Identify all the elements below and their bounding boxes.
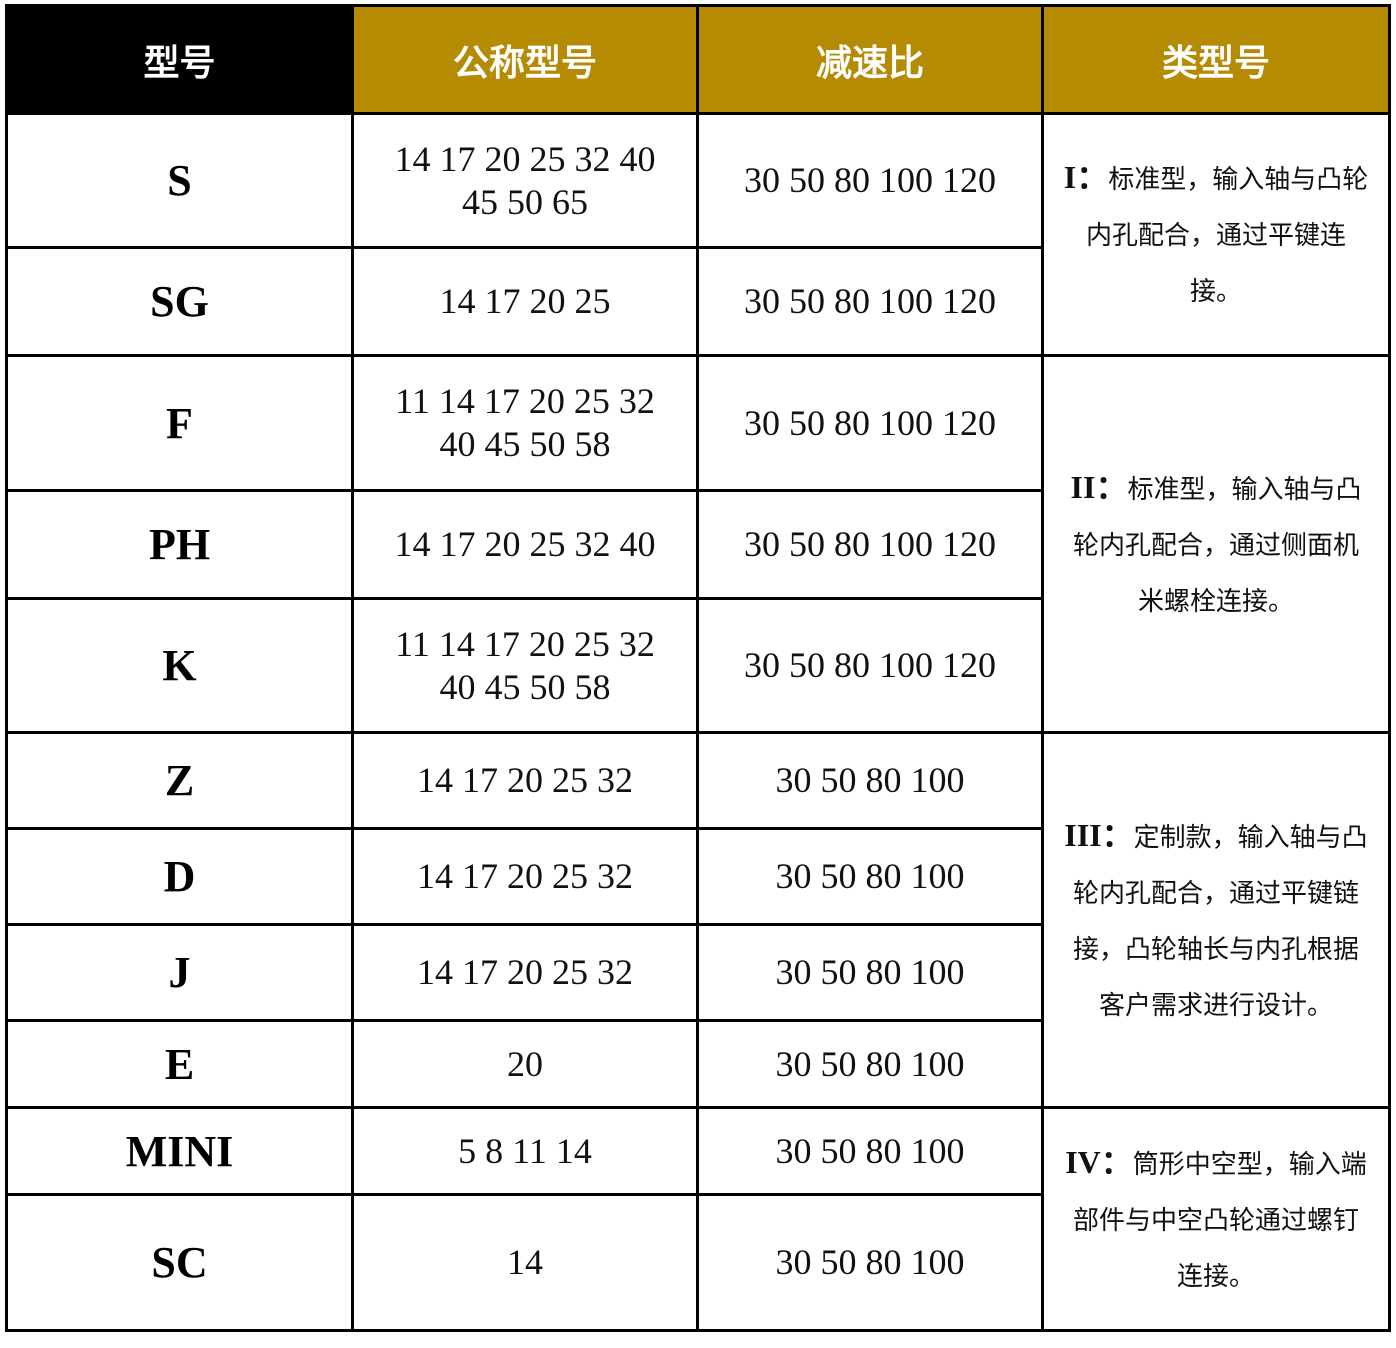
nominal-size-cell: 14 17 20 25 32	[351, 827, 699, 926]
table-row: K 11 14 17 20 25 32 40 45 50 58 30 50 80 1…	[5, 597, 1390, 734]
table-row: E 20 30 50 80 100	[5, 1019, 1390, 1109]
nominal-size-cell: 14 17 20 25 32 40	[351, 489, 699, 600]
ratio-cell: 30 50 80 100	[696, 827, 1044, 926]
header-ratio: 减速比	[696, 4, 1044, 115]
model-cell: SC	[5, 1193, 354, 1332]
table-row: PH 14 17 20 25 32 40 30 50 80 100 120	[5, 489, 1390, 600]
type-label: III：	[1064, 816, 1134, 853]
nominal-size-cell: 5 8 11 14	[351, 1106, 699, 1196]
type-text: 定制款，输入轴与凸轮内孔配合，通过平键链接，凸轮轴长与内孔根据客户需求进行设计。	[1072, 822, 1368, 1021]
table-row: F 11 14 17 20 25 32 40 45 50 58 30 50 80 1…	[5, 354, 1391, 734]
table-row: J 14 17 20 25 32 30 50 80 100	[5, 923, 1390, 1022]
model-cell: K	[5, 597, 354, 734]
ratio-cell: 30 50 80 100	[696, 923, 1044, 1022]
table-row: S 14 17 20 25 32 40 45 50 65 30 50 80 100 …	[5, 112, 1391, 357]
header-model: 型号	[5, 4, 354, 115]
type-label: IV：	[1065, 1143, 1133, 1180]
table-row: SC 14 30 50 80 100	[5, 1193, 1390, 1332]
model-cell: D	[5, 827, 354, 926]
header-row: 型号 公称型号 减速比 类型号	[5, 4, 1391, 115]
model-cell: S	[5, 112, 354, 249]
type-text: 筒形中空型，输入端部件与中空凸轮通过螺钉连接。	[1072, 1149, 1367, 1292]
type-text: 标准型，输入轴与凸轮内孔配合，通过平键连接。	[1085, 165, 1369, 307]
nominal-size-cell: 14 17 20 25 32	[351, 923, 699, 1022]
table-row: D 14 17 20 25 32 30 50 80 100	[5, 827, 1390, 926]
nominal-size-cell: 11 14 17 20 25 32 40 45 50 58	[351, 354, 699, 492]
type-description-cell: IV：筒形中空型，输入端部件与中空凸轮通过螺钉连接。	[1041, 1106, 1391, 1332]
ratio-cell: 30 50 80 100 120	[696, 112, 1044, 249]
type-label: II：	[1070, 468, 1128, 505]
ratio-cell: 30 50 80 100 120	[696, 246, 1044, 357]
ratio-cell: 30 50 80 100 120	[696, 354, 1044, 492]
model-cell: F	[5, 354, 354, 492]
model-cell: PH	[5, 489, 354, 600]
model-cell: SG	[5, 246, 354, 357]
model-cell: E	[5, 1019, 354, 1109]
header-nominal-size: 公称型号	[351, 4, 699, 115]
ratio-cell: 30 50 80 100 120	[696, 489, 1044, 600]
type-text: 标准型，输入轴与凸轮内孔配合，通过侧面机米螺栓连接。	[1072, 474, 1362, 617]
type-description-cell: III：定制款，输入轴与凸轮内孔配合，通过平键链接，凸轮轴长与内孔根据客户需求进…	[1041, 731, 1391, 1109]
product-spec-table: 型号 公称型号 减速比 类型号 S 14 17 20 25 32 40 45 50…	[5, 4, 1391, 1332]
nominal-size-cell: 14 17 20 25	[351, 246, 699, 357]
header-type: 类型号	[1041, 4, 1391, 115]
ratio-cell: 30 50 80 100	[696, 1019, 1044, 1109]
ratio-cell: 30 50 80 100	[696, 731, 1044, 830]
model-cell: J	[5, 923, 354, 1022]
model-cell: Z	[5, 731, 354, 830]
table-row: SG 14 17 20 25 30 50 80 100 120	[5, 246, 1390, 357]
nominal-size-cell: 14 17 20 25 32 40 45 50 65	[351, 112, 699, 249]
ratio-cell: 30 50 80 100	[696, 1106, 1044, 1196]
model-cell: MINI	[5, 1106, 354, 1196]
nominal-size-cell: 14 17 20 25 32	[351, 731, 699, 830]
ratio-cell: 30 50 80 100	[696, 1193, 1044, 1332]
nominal-size-cell: 20	[351, 1019, 699, 1109]
table-row: Z 14 17 20 25 32 30 50 80 100 III：定制款，输入轴与凸…	[5, 731, 1391, 1109]
type-description-cell: I：标准型，输入轴与凸轮内孔配合，通过平键连接。	[1041, 112, 1391, 357]
table-row: MINI 5 8 11 14 30 50 80 100 IV：筒形中空型，输入端部件与…	[5, 1106, 1391, 1332]
type-description-cell: II：标准型，输入轴与凸轮内孔配合，通过侧面机米螺栓连接。	[1041, 354, 1391, 734]
nominal-size-cell: 14	[351, 1193, 699, 1332]
ratio-cell: 30 50 80 100 120	[696, 597, 1044, 734]
type-label: I：	[1063, 159, 1109, 195]
nominal-size-cell: 11 14 17 20 25 32 40 45 50 58	[351, 597, 699, 734]
